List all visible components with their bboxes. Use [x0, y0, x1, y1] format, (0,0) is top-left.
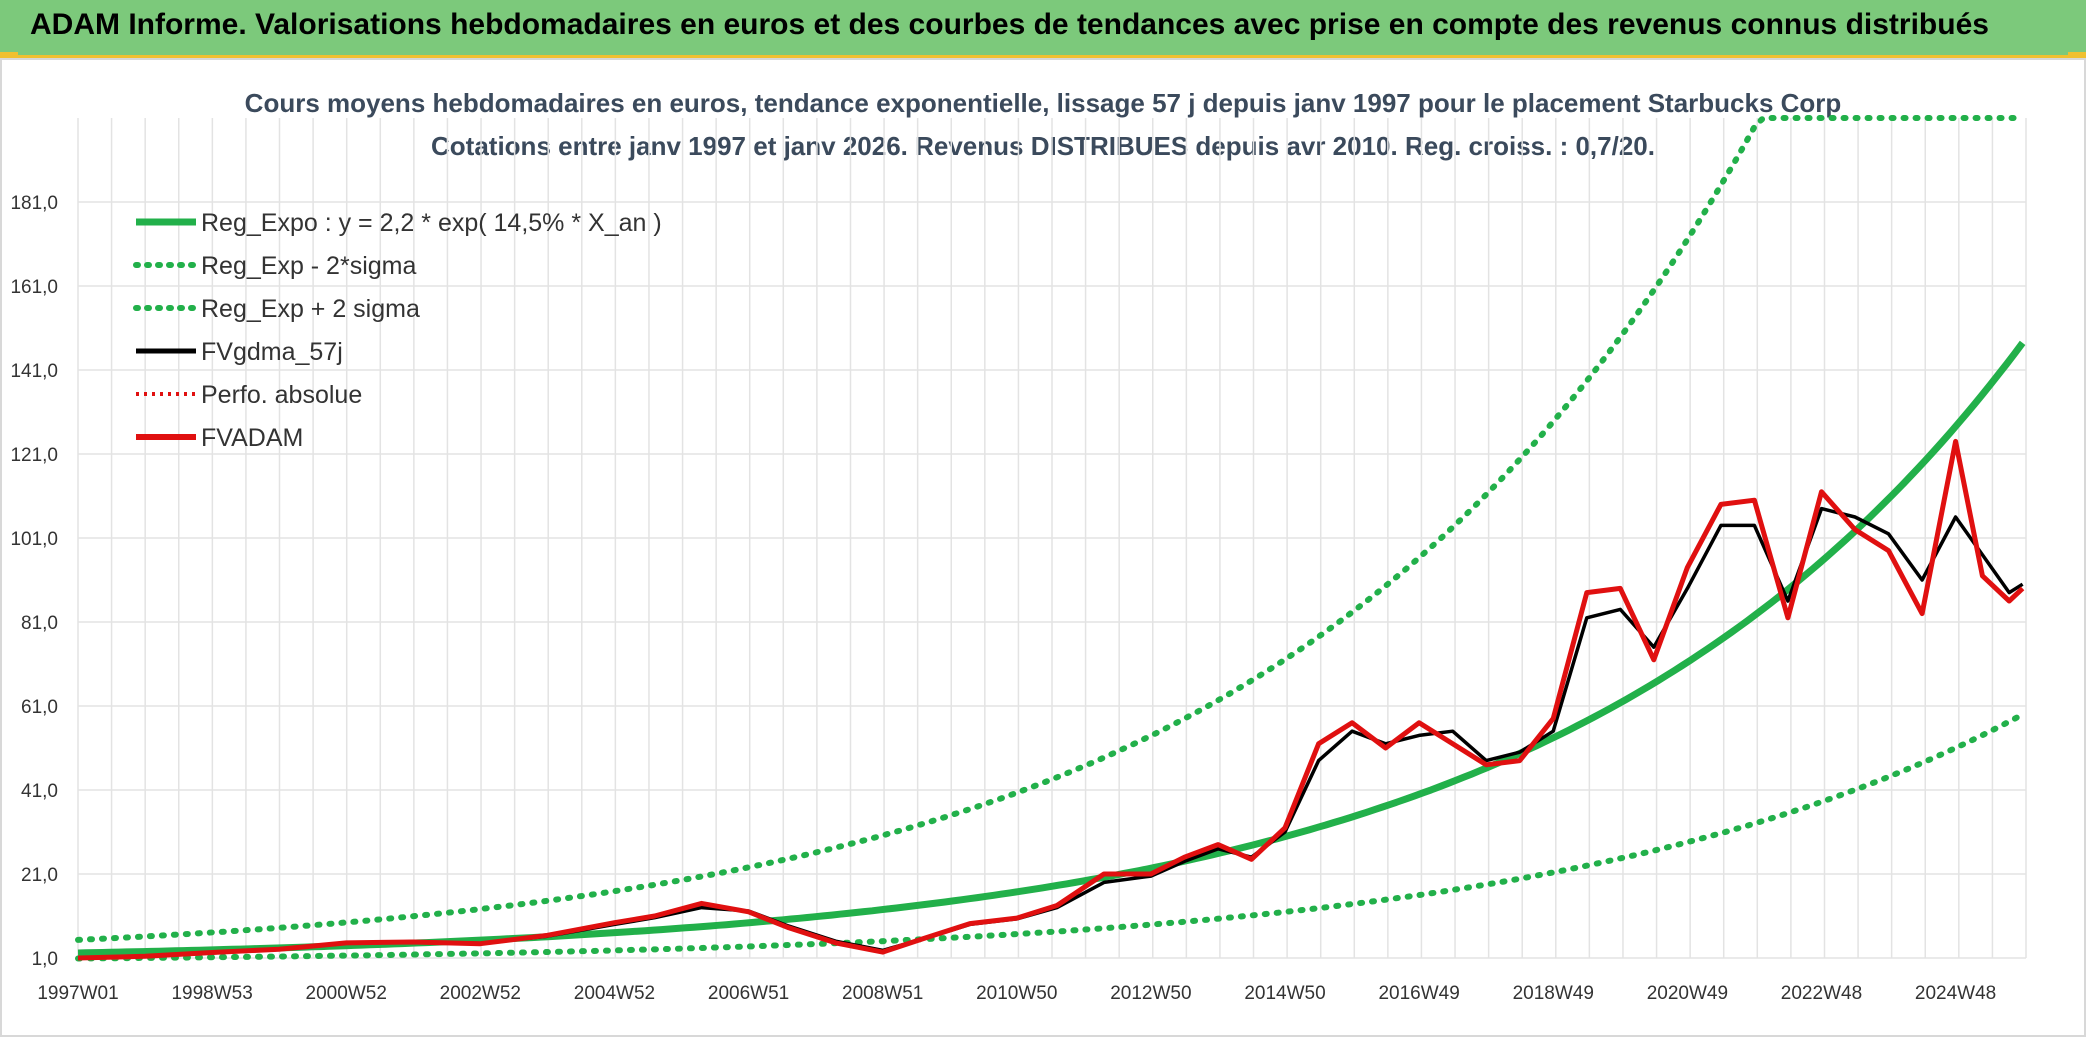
x-tick-label: 2002W52: [440, 983, 521, 1004]
y-tick-label: 121,0: [10, 445, 58, 466]
x-tick-label: 2000W52: [306, 983, 387, 1004]
legend-label-fvgdma: FVgdma_57j: [201, 338, 343, 366]
legend-entry-reg-exp-minus: Reg_Exp - 2*sigma: [133, 252, 416, 280]
y-tick-label: 161,0: [10, 277, 58, 298]
x-tick-label: 2006W51: [708, 983, 789, 1004]
legend-label-fvadam: FVADAM: [201, 424, 303, 452]
legend: Reg_Expo : y = 2,2 * exp( 14,5% * X_an )…: [133, 209, 662, 452]
series-line-1: [75, 711, 2026, 962]
x-tick-label: 2008W51: [842, 983, 923, 1004]
chart-grid: [77, 118, 2027, 959]
x-tick-label: 1998W53: [171, 983, 252, 1004]
series-line-2: [75, 115, 2026, 943]
y-tick-label: 101,0: [10, 529, 58, 550]
x-tick-label: 2024W48: [1915, 983, 1996, 1004]
series-line-0: [77, 340, 2026, 957]
legend-label-reg-expo: Reg_Expo : y = 2,2 * exp( 14,5% * X_an ): [201, 209, 662, 237]
x-tick-label: 2022W48: [1781, 983, 1862, 1004]
x-tick-label: 2016W49: [1378, 983, 1459, 1004]
x-tick-label: 2004W52: [574, 983, 655, 1004]
y-tick-label: 41,0: [21, 781, 58, 802]
x-tick-label: 1997W01: [37, 983, 118, 1004]
y-tick-label: 1,0: [32, 949, 58, 970]
x-tick-label: 2012W50: [1110, 983, 1191, 1004]
chart-title-line2: Cotations entre janv 1997 et janv 2026. …: [431, 131, 1655, 161]
x-tick-label: 2014W50: [1244, 983, 1325, 1004]
chart-title-line1: Cours moyens hebdomadaires en euros, ten…: [245, 88, 1842, 118]
legend-entry-reg-expo: Reg_Expo : y = 2,2 * exp( 14,5% * X_an ): [136, 209, 662, 237]
y-tick-label: 21,0: [21, 865, 58, 886]
legend-entry-fvadam: FVADAM: [136, 424, 303, 452]
report-title: ADAM Informe. Valorisations hebdomadaire…: [30, 8, 1989, 41]
legend-entry-reg-exp-plus: Reg_Exp + 2 sigma: [133, 295, 420, 323]
x-tick-label: 2018W49: [1513, 983, 1594, 1004]
x-axis: 1997W01 1998W53 2000W52 2002W52 2004W52 2006W…: [37, 983, 1996, 1004]
y-tick-label: 181,0: [10, 193, 58, 214]
y-tick-label: 81,0: [21, 613, 58, 634]
series-layer: [75, 115, 2026, 962]
series-line-3: [77, 506, 2024, 960]
y-tick-label: 61,0: [21, 697, 58, 718]
report-header: ADAM Informe. Valorisations hebdomadaire…: [0, 0, 2086, 58]
x-tick-label: 2020W49: [1647, 983, 1728, 1004]
header-accent-left: [0, 52, 18, 58]
legend-label-reg-exp-minus: Reg_Exp - 2*sigma: [201, 252, 416, 280]
y-axis: 1,0 21,0 41,0 61,0 81,0 101,0 121,0 141,0 161,0 1…: [10, 193, 58, 970]
header-accent-right: [2068, 52, 2086, 58]
x-tick-label: 2010W50: [976, 983, 1057, 1004]
y-tick-label: 141,0: [10, 361, 58, 382]
legend-label-reg-exp-plus: Reg_Exp + 2 sigma: [201, 295, 420, 323]
legend-label-perfo-absolue: Perfo. absolue: [201, 381, 362, 409]
legend-entry-fvgdma: FVgdma_57j: [136, 338, 343, 366]
chart-frame: [0, 58, 2086, 1037]
legend-entry-perfo-absolue: Perfo. absolue: [136, 381, 362, 409]
series-line-5: [77, 438, 2025, 961]
